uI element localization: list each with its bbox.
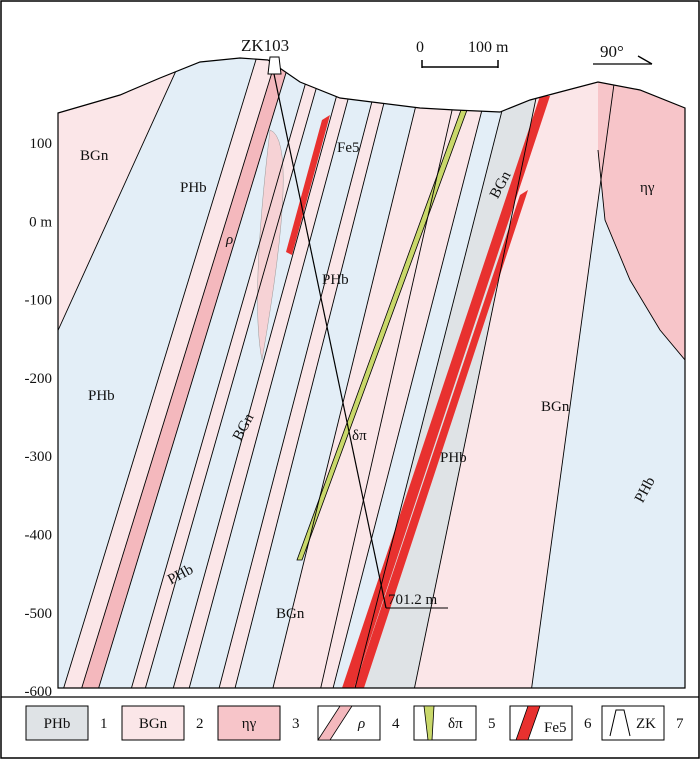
legend-item-5: δπ 5 xyxy=(413,705,496,741)
delta-pi-swatch-stripe xyxy=(423,705,435,741)
depth-tick-label: -500 xyxy=(25,606,53,622)
legend-swatch xyxy=(25,705,89,741)
legend-number: 7 xyxy=(676,716,684,732)
legend-item-7: ZK 7 xyxy=(601,705,684,741)
legend-number: 4 xyxy=(392,716,400,732)
legend-symbol-label: PHb xyxy=(44,716,71,732)
legend-symbol-label: ηγ xyxy=(242,716,257,732)
legend-swatch xyxy=(121,705,185,741)
fe5-swatch-stripe xyxy=(515,705,541,741)
unit-labels: BGn PHb ρ Fe5 PHb BGn ηγ PHb BGn δπ PHb … xyxy=(80,140,659,622)
depth-tick-label: 0 m xyxy=(29,214,52,230)
scale-bar xyxy=(421,60,499,68)
label-delta-pi: δπ xyxy=(352,428,367,444)
legend-symbol-label: ZK xyxy=(636,716,656,732)
label-phb-upper-left: PHb xyxy=(180,180,207,196)
legend-symbol-label: BGn xyxy=(139,716,168,732)
legend-symbol-label: δπ xyxy=(448,716,463,732)
label-phb-center-lower: PHb xyxy=(440,450,467,466)
scale-end-label: 100 m xyxy=(468,39,509,56)
depth-tick-label: 100 xyxy=(30,136,53,152)
section-bands xyxy=(58,58,685,688)
legend-number: 1 xyxy=(100,716,108,732)
orientation-arrow-icon xyxy=(593,55,653,65)
label-bgn-lower: BGn xyxy=(276,606,305,622)
legend-number: 5 xyxy=(488,716,496,732)
legend: PHb 1 BGn 2 ηγ 3 ρ 4 δπ 5 Fe5 6 ZK 7 xyxy=(25,705,684,741)
label-bgn-upper-left: BGn xyxy=(80,148,109,164)
depth-tick-label: -200 xyxy=(25,371,53,387)
legend-number: 2 xyxy=(196,716,204,732)
depth-axis: 100 0 m -100 -200 -300 -400 -500 -600 xyxy=(25,136,53,700)
depth-tick-label: -600 xyxy=(25,684,53,700)
legend-item-1: PHb 1 xyxy=(25,705,108,741)
legend-symbol-label: Fe5 xyxy=(544,720,567,736)
scale-start-label: 0 xyxy=(416,39,424,56)
drillhole-label: ZK103 xyxy=(241,36,289,55)
legend-number: 6 xyxy=(584,716,592,732)
label-rho: ρ xyxy=(225,232,233,248)
depth-tick-label: -100 xyxy=(25,293,53,309)
depth-tick-label: -400 xyxy=(25,528,53,544)
label-phb-center: PHb xyxy=(322,272,349,288)
legend-number: 3 xyxy=(292,716,300,732)
legend-symbol-label: ρ xyxy=(357,716,365,732)
legend-swatch xyxy=(601,705,665,741)
label-phb-left: PHb xyxy=(88,388,115,404)
rho-swatch-stripe xyxy=(317,705,353,741)
section-outline xyxy=(57,57,686,689)
label-eta-gamma: ηγ xyxy=(640,180,655,196)
legend-item-6: Fe5 6 xyxy=(509,705,592,741)
legend-item-2: BGn 2 xyxy=(121,705,204,741)
legend-swatch xyxy=(217,705,281,741)
label-fe5: Fe5 xyxy=(337,140,360,156)
depth-tick-label: -300 xyxy=(25,449,53,465)
drillhole-symbol-icon xyxy=(609,709,631,737)
orientation-label: 90° xyxy=(600,42,624,61)
drillhole-depth-label: 701.2 m xyxy=(388,592,438,608)
contact-lines xyxy=(58,58,685,688)
legend-swatch xyxy=(413,705,477,741)
legend-item-3: ηγ 3 xyxy=(217,705,300,741)
label-bgn-right: BGn xyxy=(541,399,570,415)
drillhole-zk103 xyxy=(267,56,448,609)
